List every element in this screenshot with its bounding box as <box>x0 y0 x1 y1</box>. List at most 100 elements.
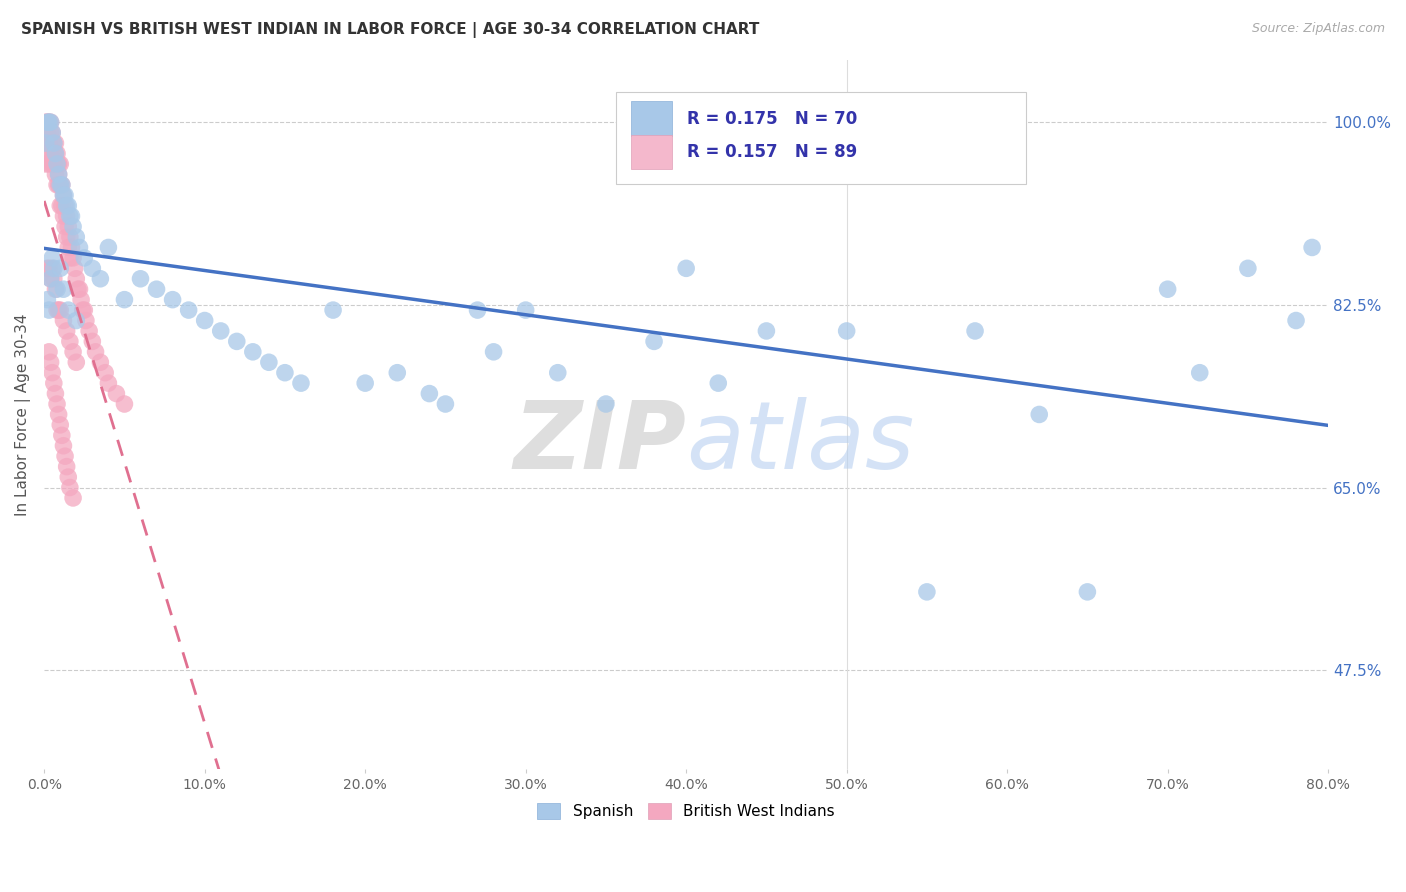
Text: ZIP: ZIP <box>513 397 686 489</box>
Point <box>41 251 63 265</box>
Point <box>1076 585 1098 599</box>
FancyBboxPatch shape <box>616 92 1026 184</box>
Point <box>52 439 75 453</box>
Point <box>467 303 489 318</box>
Point <box>145 282 167 296</box>
Point <box>77 324 100 338</box>
Point <box>41 126 63 140</box>
Point <box>46 178 69 192</box>
Point <box>42 261 65 276</box>
Y-axis label: In Labor Force | Age 30-34: In Labor Force | Age 30-34 <box>15 313 31 516</box>
Point <box>1188 366 1211 380</box>
Point <box>37 146 59 161</box>
Text: R = 0.157   N = 89: R = 0.157 N = 89 <box>688 143 858 161</box>
Point <box>129 272 152 286</box>
Point <box>46 282 69 296</box>
Point <box>59 334 82 349</box>
Point <box>42 136 65 150</box>
Point <box>41 157 63 171</box>
Point <box>59 209 82 223</box>
Point <box>595 397 617 411</box>
Point <box>38 136 60 150</box>
Point <box>38 261 60 276</box>
Point <box>39 126 62 140</box>
Point <box>48 168 70 182</box>
Point <box>162 293 184 307</box>
Point <box>39 115 62 129</box>
Point <box>51 199 73 213</box>
Point <box>42 146 65 161</box>
Point <box>53 219 76 234</box>
FancyBboxPatch shape <box>631 135 672 169</box>
FancyBboxPatch shape <box>631 102 672 136</box>
Point <box>58 303 80 318</box>
Point <box>37 115 59 129</box>
Point <box>63 261 86 276</box>
Point <box>59 230 82 244</box>
Point <box>434 397 457 411</box>
Point <box>1301 240 1323 254</box>
Point <box>177 303 200 318</box>
Point <box>82 334 104 349</box>
Point <box>225 334 247 349</box>
Point <box>48 178 70 192</box>
Text: R = 0.175   N = 70: R = 0.175 N = 70 <box>688 110 858 128</box>
Point <box>46 303 69 318</box>
Point <box>51 178 73 192</box>
Point <box>354 376 377 391</box>
Point <box>89 355 111 369</box>
Point <box>37 115 59 129</box>
Point <box>65 355 87 369</box>
Point <box>242 344 264 359</box>
Point <box>39 115 62 129</box>
Point <box>1156 282 1178 296</box>
Point <box>49 199 72 213</box>
Point <box>51 428 73 442</box>
Point <box>46 146 69 161</box>
Point <box>48 168 70 182</box>
Point <box>62 491 84 505</box>
Point <box>55 199 77 213</box>
Point <box>65 230 87 244</box>
Point <box>55 459 77 474</box>
Point <box>44 146 66 161</box>
Point <box>97 376 120 391</box>
Point <box>82 261 104 276</box>
Point <box>44 386 66 401</box>
Point <box>60 240 83 254</box>
Point <box>114 397 136 411</box>
Point <box>114 293 136 307</box>
Point <box>62 344 84 359</box>
Point <box>70 293 93 307</box>
Point <box>42 157 65 171</box>
Point <box>44 282 66 296</box>
Point <box>755 324 778 338</box>
Point <box>37 293 59 307</box>
Point <box>42 272 65 286</box>
Point <box>46 157 69 171</box>
Point <box>418 386 440 401</box>
Point <box>52 188 75 202</box>
Point <box>65 313 87 327</box>
Point <box>44 136 66 150</box>
Point <box>835 324 858 338</box>
Point <box>39 272 62 286</box>
Point <box>49 261 72 276</box>
Point <box>66 282 89 296</box>
Point <box>97 240 120 254</box>
Point <box>547 366 569 380</box>
Point <box>515 303 537 318</box>
Text: SPANISH VS BRITISH WEST INDIAN IN LABOR FORCE | AGE 30-34 CORRELATION CHART: SPANISH VS BRITISH WEST INDIAN IN LABOR … <box>21 22 759 38</box>
Point <box>41 261 63 276</box>
Point <box>38 157 60 171</box>
Point <box>58 199 80 213</box>
Point <box>62 251 84 265</box>
Point <box>94 366 117 380</box>
Point <box>59 481 82 495</box>
Point <box>42 376 65 391</box>
Point <box>41 136 63 150</box>
Point <box>48 408 70 422</box>
Point <box>58 219 80 234</box>
Point <box>38 115 60 129</box>
Point <box>1285 313 1308 327</box>
